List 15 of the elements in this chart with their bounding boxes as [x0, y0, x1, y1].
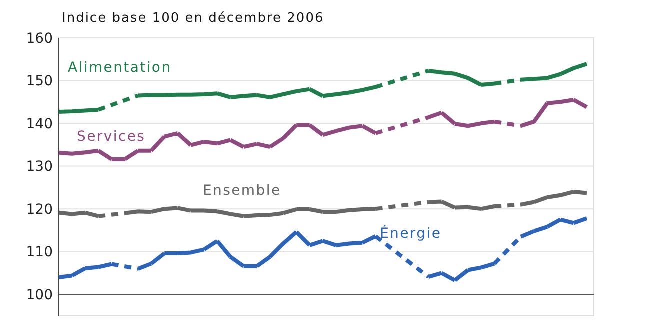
- y-tick-label: 120: [26, 202, 53, 218]
- line-series: [57, 216, 589, 282]
- series-label: Énergie: [380, 225, 442, 242]
- line-series: [57, 98, 589, 162]
- y-tick-label: 140: [26, 116, 53, 132]
- series-label: Ensemble: [203, 183, 282, 199]
- y-tick-label: 150: [26, 74, 53, 90]
- series-label: Services: [77, 129, 146, 145]
- y-tick-label: 130: [26, 159, 53, 176]
- y-tick-label: 110: [26, 244, 53, 261]
- line-series: [57, 62, 589, 114]
- chart-title: Indice base 100 en décembre 2006: [62, 11, 324, 26]
- series-label: Alimentation: [68, 60, 172, 76]
- y-tick-label: 100: [26, 288, 53, 304]
- y-tick-label: 160: [26, 30, 53, 47]
